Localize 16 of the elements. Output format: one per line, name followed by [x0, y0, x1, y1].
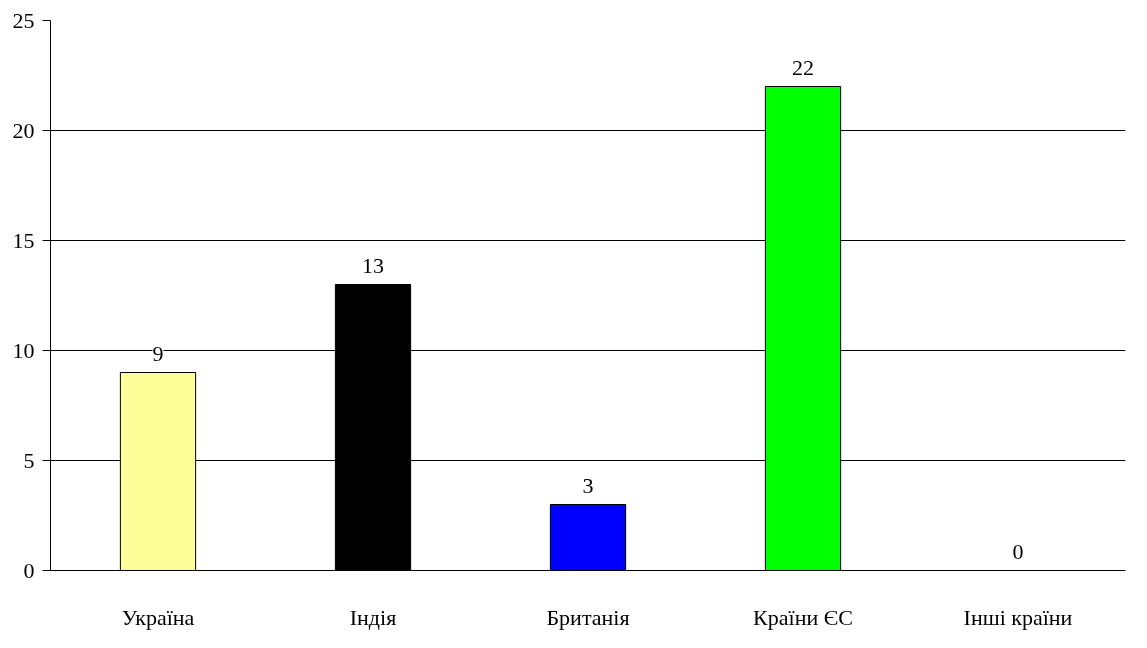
data-label: 13 — [362, 252, 384, 278]
x-tick-label: Британія — [546, 604, 630, 630]
y-tick-label: 5 — [23, 447, 35, 473]
y-tick-label: 10 — [12, 337, 35, 363]
data-label: 3 — [582, 472, 594, 498]
data-label: 9 — [152, 340, 164, 366]
data-label: 22 — [792, 54, 814, 80]
x-tick-label: Країни ЄС — [753, 604, 853, 630]
y-tick-label: 20 — [12, 117, 35, 143]
y-tick-label: 15 — [12, 227, 35, 253]
x-tick-label: Інші країни — [963, 604, 1073, 630]
x-tick-label: Індія — [349, 604, 397, 630]
y-tick-label: 25 — [12, 7, 35, 33]
y-tick-label: 0 — [23, 557, 35, 583]
x-tick-label: Україна — [121, 604, 195, 630]
data-label: 0 — [1012, 538, 1024, 564]
